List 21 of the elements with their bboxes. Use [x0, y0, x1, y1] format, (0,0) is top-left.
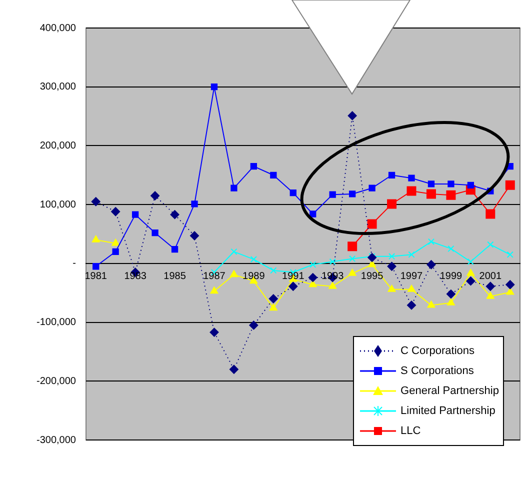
y-tick-label: -	[72, 258, 76, 270]
y-tick-label: -200,000	[36, 376, 76, 387]
y-tick-label: -300,000	[36, 434, 76, 446]
legend-label: General Partnership	[400, 385, 499, 397]
legend-label: Limited Partnership	[400, 405, 496, 417]
x-tick-label: 1999	[440, 271, 463, 282]
x-tick-label: 2001	[479, 271, 502, 282]
x-tick-label: 1989	[242, 271, 266, 282]
x-tick-label: 1997	[400, 271, 424, 282]
x-tick-label: 1985	[164, 271, 186, 282]
y-tick-label: 400,000	[40, 22, 76, 34]
x-tick-label: 1981	[84, 271, 108, 282]
legend-label: C Corporations	[400, 345, 475, 357]
legend-label: LLC	[400, 425, 421, 437]
y-tick-label: 200,000	[40, 140, 76, 152]
legend-label: S Corporations	[400, 365, 474, 377]
x-tick-label: 1987	[203, 271, 226, 282]
y-tick-label: 100,000	[40, 199, 76, 210]
y-tick-label: -100,000	[36, 317, 76, 328]
y-tick-label: 300,000	[40, 82, 76, 93]
x-tick-label: 1983	[124, 271, 147, 282]
